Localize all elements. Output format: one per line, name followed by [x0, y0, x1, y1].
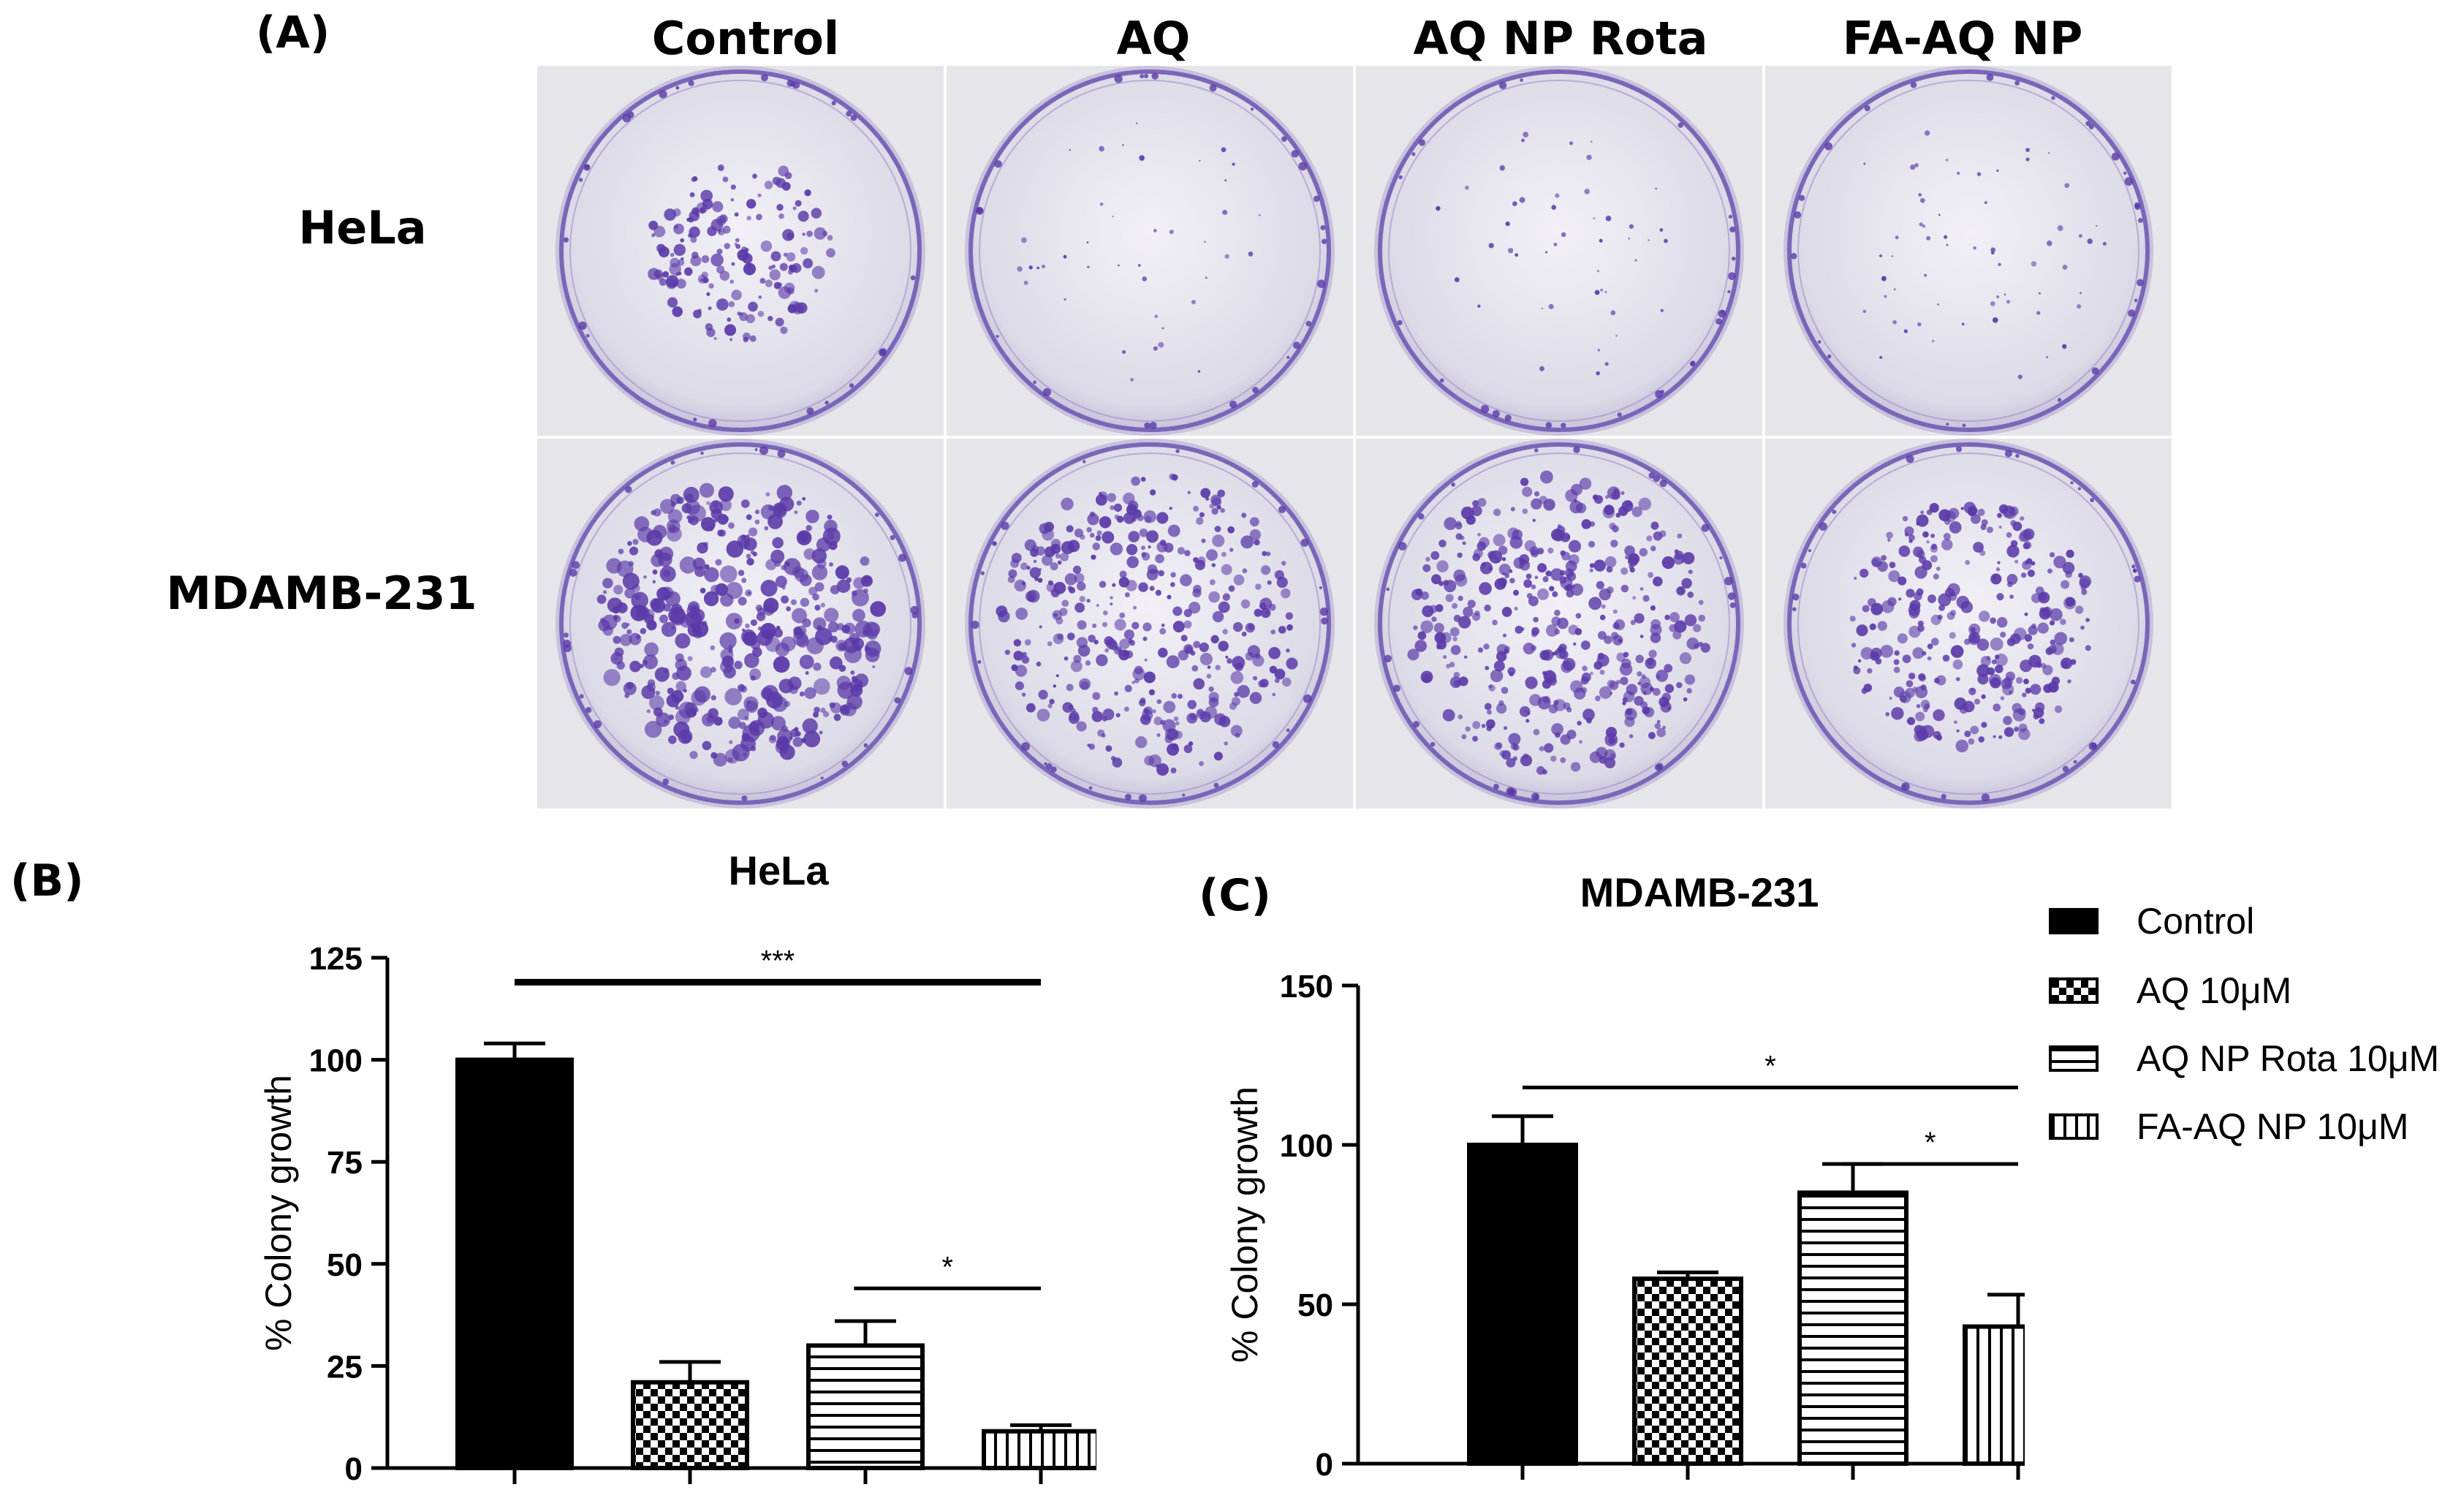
legend-label-aq-np-rota: AQ NP Rota 10μM — [2137, 1038, 2440, 1079]
significance-label: * — [1764, 1051, 1776, 1083]
y-axis-label: % Colony growth — [258, 1075, 299, 1351]
legend-item-aq: AQ 10μM — [2049, 969, 2291, 1013]
y-tick-label: 150 — [1280, 969, 1333, 1005]
bar — [1797, 1190, 1908, 1466]
chart-mdamb231: MDAMB-231 % Colony growth 0 50 100 150 * * — [1224, 869, 2025, 1483]
plate-row-label-0: HeLa — [298, 201, 427, 254]
legend-swatch-aq — [2049, 977, 2099, 1004]
legend-item-control: Control — [2049, 899, 2254, 943]
colony-plate — [1765, 439, 2172, 809]
plate-col-header-2: AQ NP Rota — [1413, 12, 1708, 65]
colony-plate — [537, 66, 944, 436]
colony-plate — [1356, 66, 1762, 436]
y-tick-label: 0 — [345, 1451, 363, 1487]
bar — [982, 1429, 1096, 1471]
chart-title: MDAMB-231 — [1580, 869, 1819, 915]
y-tick-label: 50 — [1297, 1287, 1333, 1323]
legend-item-fa-aq-np: FA-AQ NP 10μM — [2049, 1105, 2408, 1149]
significance-label: *** — [761, 945, 795, 977]
legend-label-control: Control — [2137, 901, 2255, 942]
bar — [631, 1380, 749, 1471]
y-tick-label: 100 — [1280, 1128, 1333, 1164]
panel-label-c: (C) — [1199, 870, 1271, 921]
legend-swatch-control — [2049, 908, 2099, 934]
legend-label-fa-aq-np: FA-AQ NP 10μM — [2137, 1106, 2409, 1147]
bar — [1963, 1324, 2025, 1467]
plate-col-header-3: FA-AQ NP — [1842, 12, 2083, 65]
panel-label-a: (A) — [256, 7, 330, 58]
y-tick-label: 125 — [309, 941, 363, 977]
colony-plate — [947, 66, 1353, 436]
bar — [1467, 1143, 1578, 1466]
y-tick-label: 100 — [309, 1043, 363, 1079]
bar — [1632, 1276, 1743, 1466]
legend-item-aq-np-rota: AQ NP Rota 10μM — [2049, 1037, 2439, 1081]
plate-row-label-1: MDAMB-231 — [166, 567, 477, 620]
y-tick-label: 75 — [327, 1145, 363, 1181]
legend-label-aq: AQ 10μM — [2137, 970, 2292, 1011]
plate-col-header-0: Control — [651, 12, 840, 65]
significance-label: * — [1925, 1127, 1936, 1159]
plate-col-header-1: AQ — [1116, 12, 1191, 65]
y-axis-label: % Colony growth — [1224, 1086, 1265, 1363]
bar — [455, 1057, 574, 1471]
y-tick-label: 0 — [1316, 1447, 1333, 1483]
colony-plate — [1356, 439, 1762, 809]
y-tick-label: 25 — [327, 1349, 363, 1385]
colony-plate — [947, 439, 1353, 809]
panel-label-b: (B) — [10, 855, 84, 907]
legend-swatch-fa-aq-np — [2049, 1113, 2099, 1140]
colony-plates-image — [537, 66, 2172, 809]
bar — [806, 1343, 925, 1470]
significance-label: * — [941, 1251, 953, 1283]
colony-plate — [537, 439, 944, 809]
y-tick-label: 50 — [327, 1247, 363, 1283]
legend-swatch-aq-np-rota — [2049, 1045, 2099, 1072]
colony-plate — [1765, 66, 2172, 436]
chart-title: HeLa — [729, 847, 830, 893]
